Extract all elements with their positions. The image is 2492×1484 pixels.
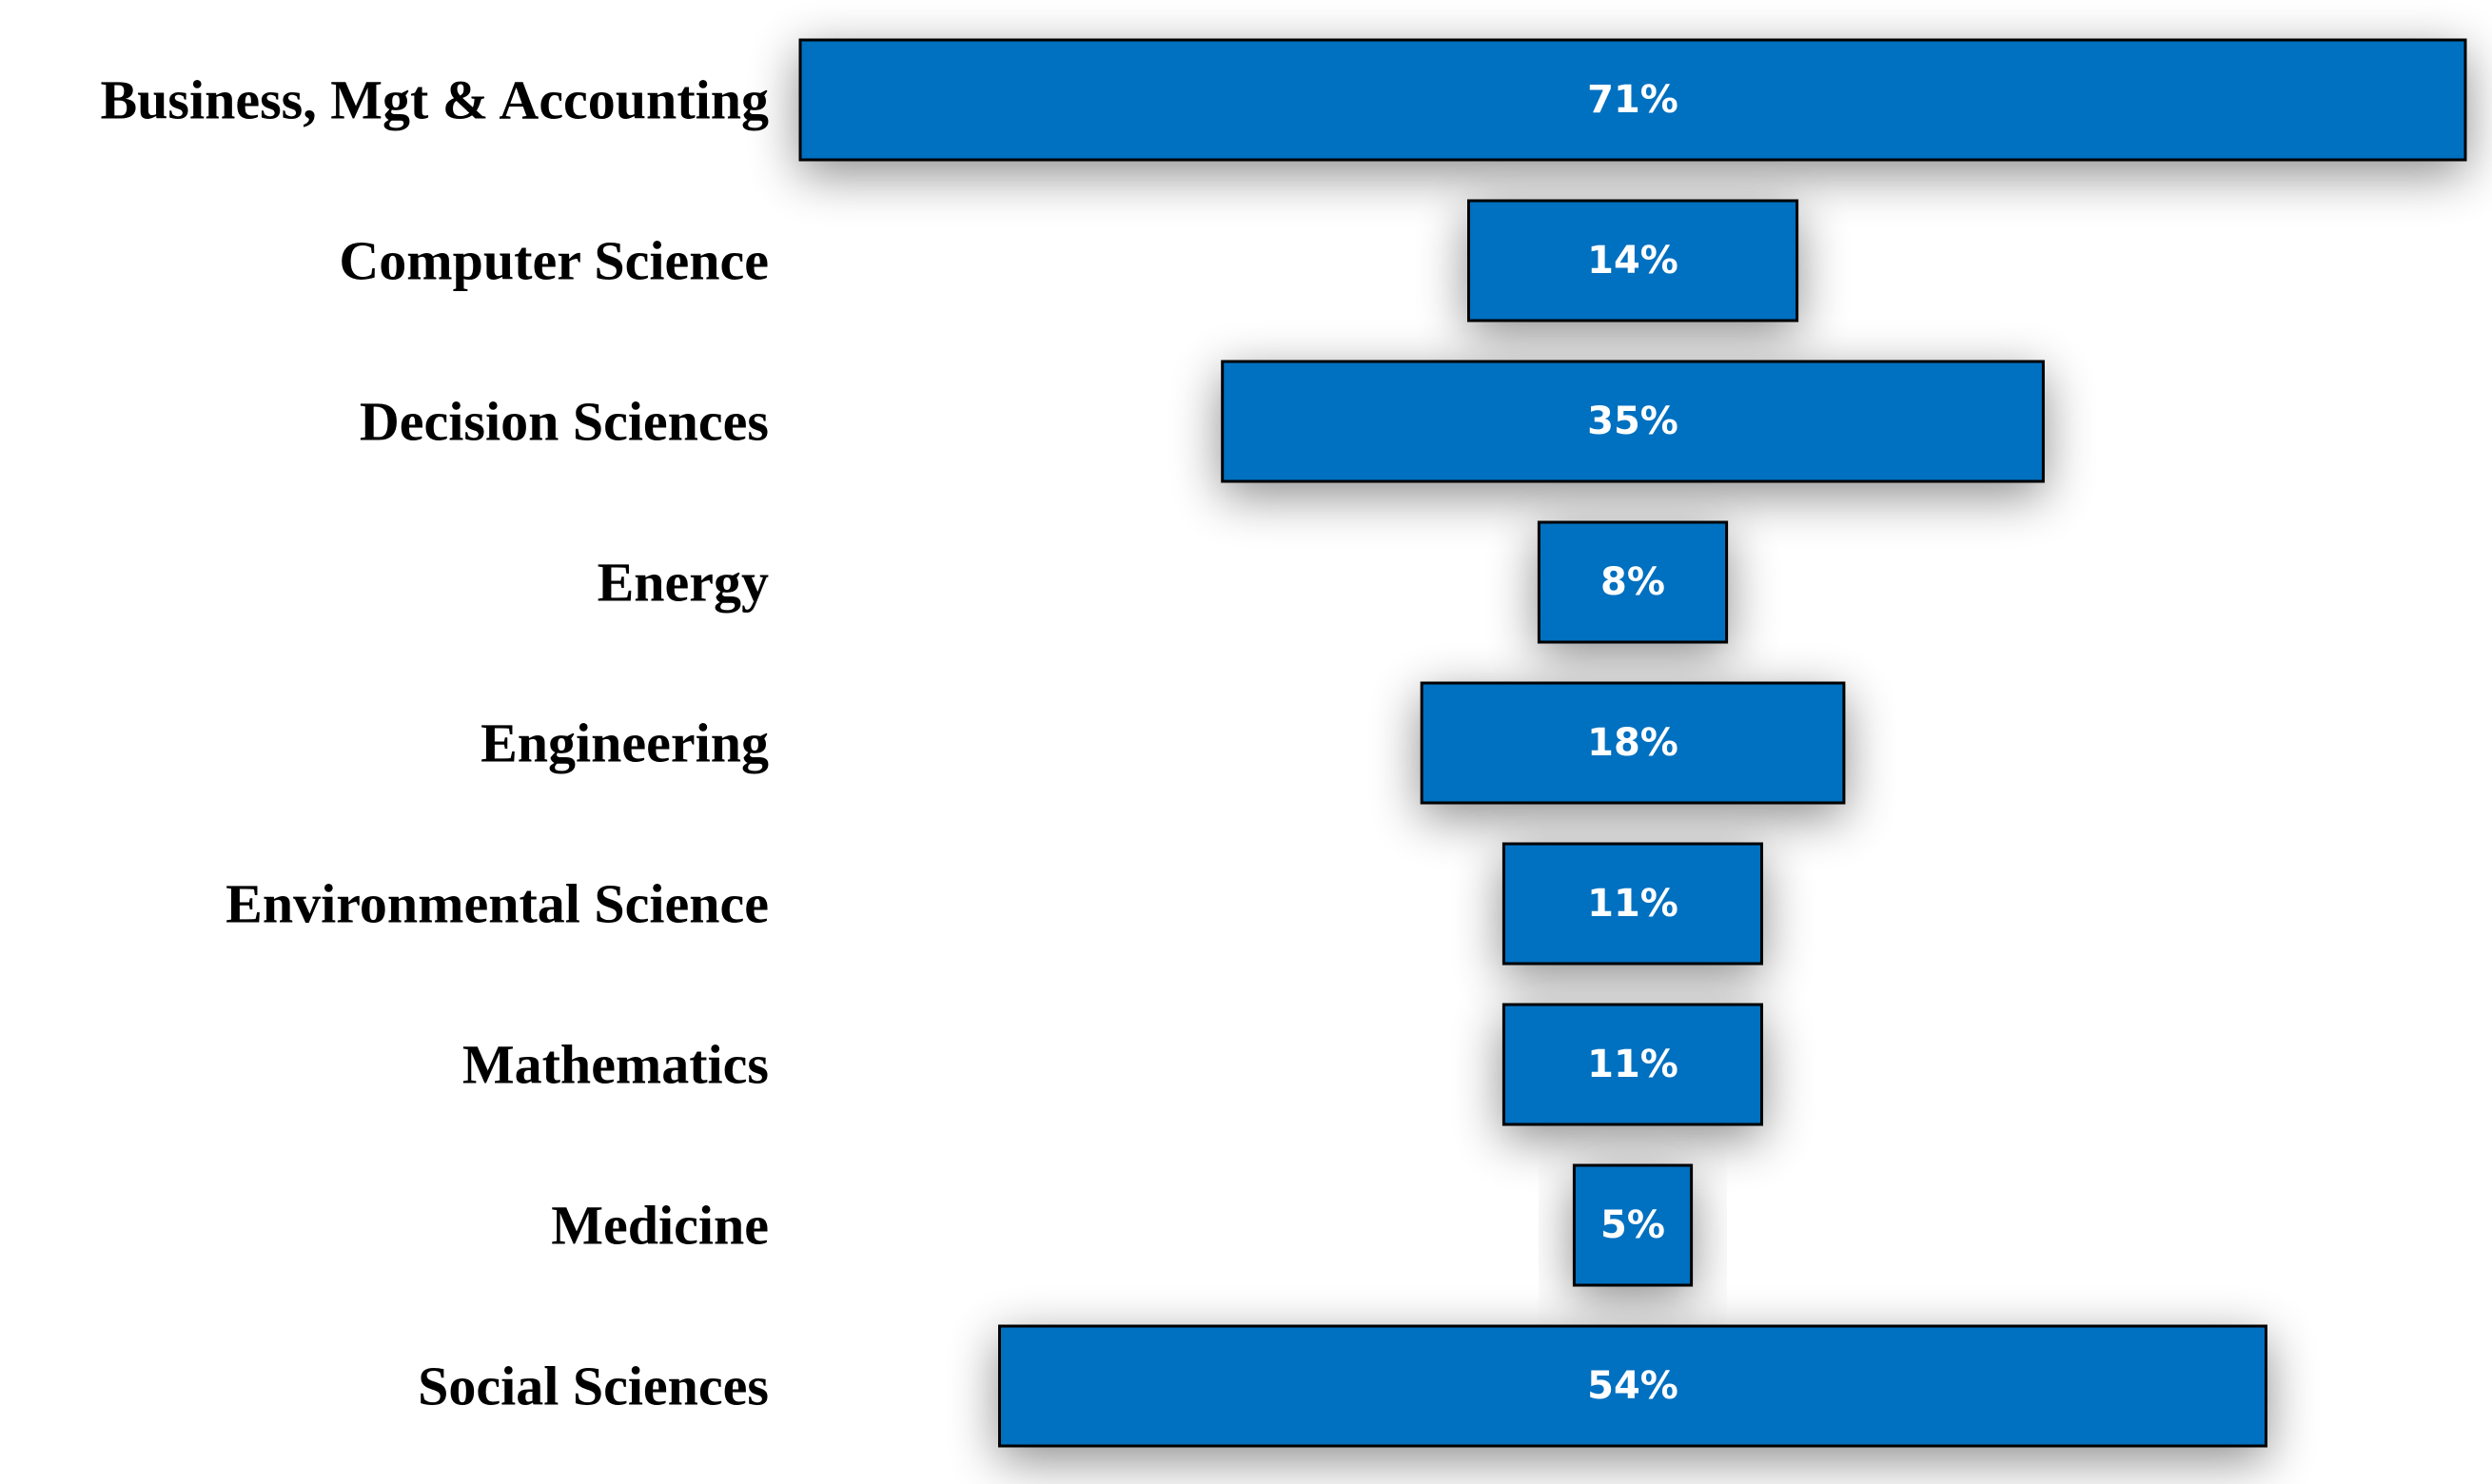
bar-mathematics [1501,1003,1764,1126]
value-label-mathematics: 11% [1587,1043,1678,1086]
value-label-computer-science: 14% [1587,239,1678,283]
value-label-social-sciences: 54% [1587,1364,1678,1408]
bar-decision-sciences [1221,360,2045,483]
category-labels: Business, Mgt & Accounting Computer Scien… [100,69,769,1417]
bar-environmental-science [1501,842,1764,966]
value-label-business-mgt-and-accounting: 71% [1587,78,1678,122]
category-label-environmental-science: Environmental Science [226,873,769,935]
value-label-medicine: 5% [1600,1203,1665,1247]
bar-business-mgt-and-accounting [798,38,2467,162]
category-label-energy: Energy [598,552,769,614]
value-label-energy: 8% [1600,560,1665,604]
category-label-business-mgt-and-accounting: Business, Mgt & Accounting [100,69,769,131]
bar-engineering [1420,681,1846,805]
value-labels: 71% 14% 35% 8% 18% 11% 11% 5% 54% [1587,78,1678,1408]
bar-medicine [1572,1163,1694,1287]
category-label-engineering: Engineering [481,713,769,774]
value-label-decision-sciences: 35% [1587,400,1678,443]
value-label-environmental-science: 11% [1587,882,1678,926]
value-label-engineering: 18% [1587,721,1678,765]
category-label-medicine: Medicine [551,1195,769,1257]
bar-energy [1537,520,1729,644]
bar-computer-science [1467,199,1799,322]
category-label-mathematics: Mathematics [462,1034,769,1096]
category-label-social-sciences: Social Sciences [418,1356,769,1417]
bar-social-sciences [998,1324,2267,1448]
category-label-decision-sciences: Decision Sciences [360,391,769,453]
category-label-computer-science: Computer Science [339,230,769,292]
bars [798,38,2467,1448]
